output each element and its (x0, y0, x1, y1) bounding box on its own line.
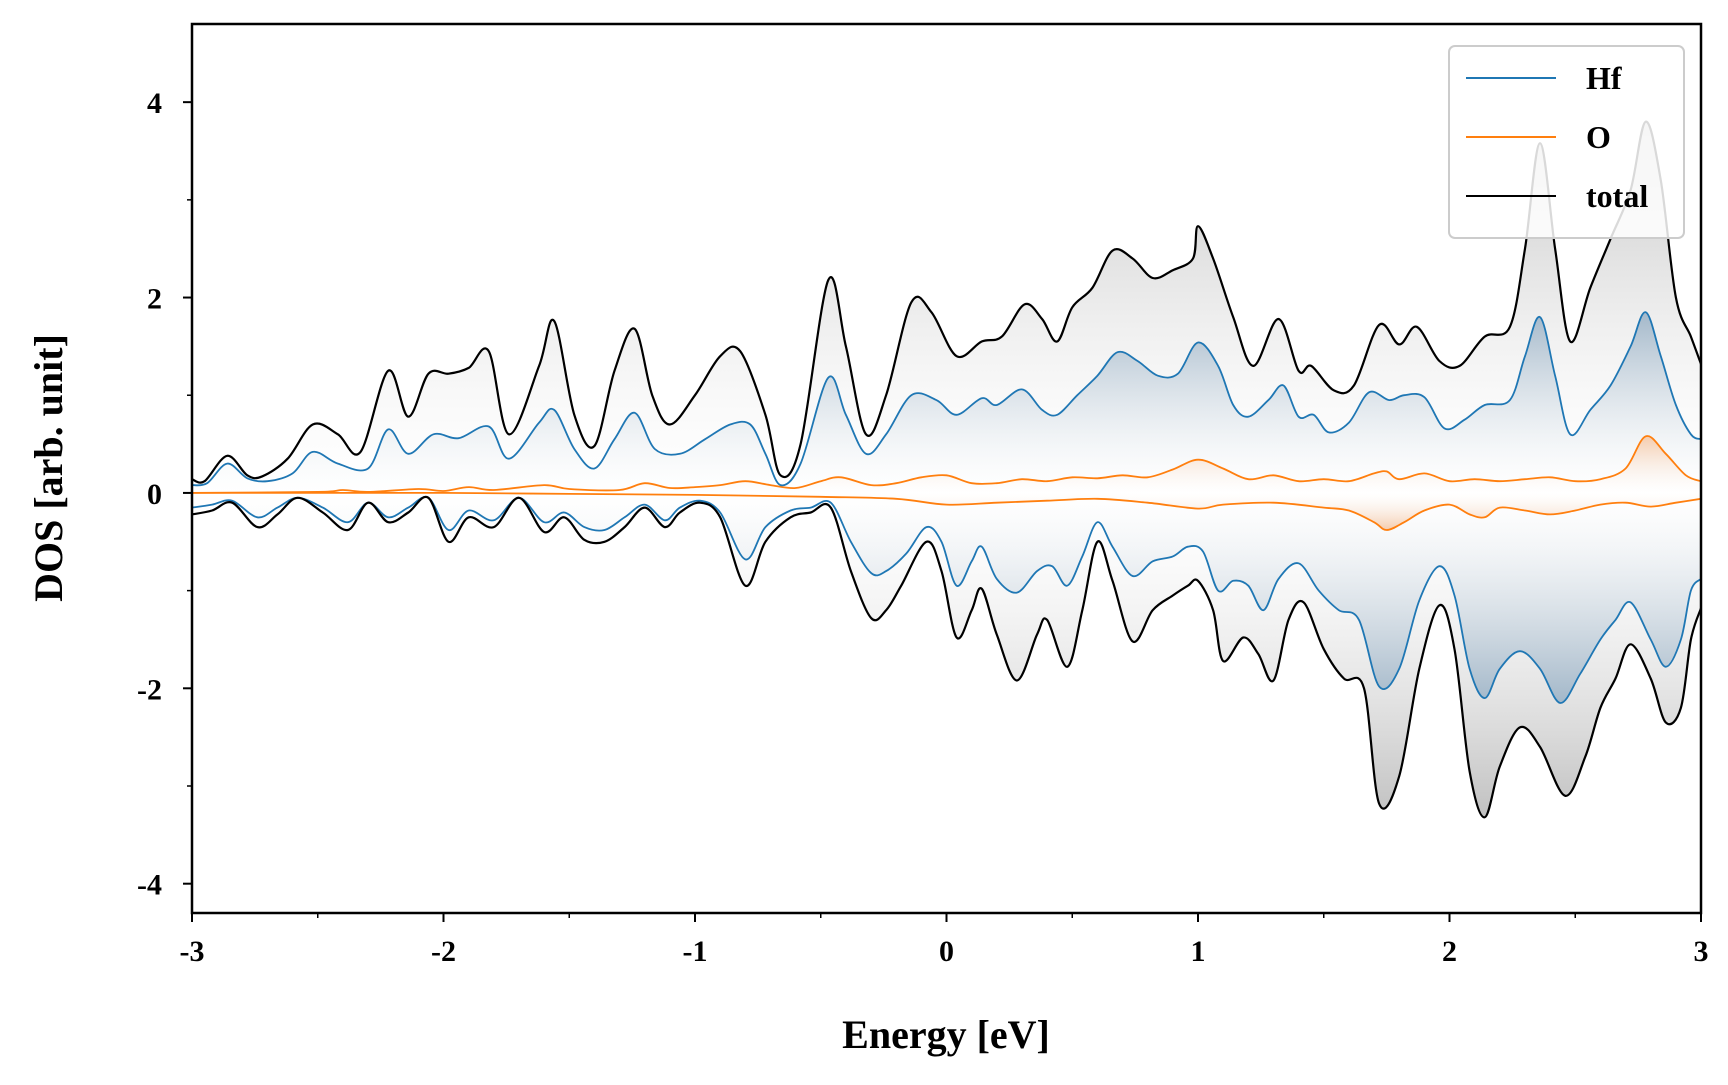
total-spin-up-fill (192, 121, 1701, 493)
legend-box (1448, 45, 1685, 239)
hf-spin-up-line (192, 311, 1701, 487)
x-tick-label: -3 (180, 935, 205, 968)
y-tick-label: -4 (137, 869, 162, 902)
x-tick-label: -1 (683, 935, 708, 968)
x-tick-label: 3 (1694, 935, 1709, 968)
x-tick-label: 2 (1442, 935, 1457, 968)
x-axis-title: Energy [eV] (842, 1012, 1050, 1057)
y-tick-label: -2 (137, 673, 162, 706)
legend-label-o: O (1586, 119, 1611, 155)
legend-label-hf: Hf (1586, 60, 1622, 96)
legend-label-total: total (1586, 178, 1648, 214)
legend: Hf O total (1448, 45, 1685, 239)
y-tick-label: 2 (147, 283, 162, 316)
y-tick-label: 4 (147, 87, 162, 120)
total-spin-up-line (192, 120, 1701, 484)
o-spin-up-fill (192, 435, 1701, 493)
hf-spin-down-line (192, 496, 1701, 704)
o-spin-down-fill (192, 492, 1701, 530)
total-spin-down-line (192, 495, 1701, 819)
o-spin-down-line (192, 491, 1701, 531)
y-tick-label: 0 (147, 478, 162, 511)
series-lines-group (192, 120, 1701, 819)
hf-spin-down-fill (192, 492, 1701, 704)
y-axis-title: DOS [arb. unit] (26, 334, 71, 602)
fill-area-group (192, 121, 1701, 818)
axis-ticks-group: -3 -2 -1 0 1 2 3 -4 -2 0 2 4 (137, 87, 1709, 968)
o-spin-up-line (192, 435, 1701, 494)
x-tick-label: 1 (1191, 935, 1206, 968)
hf-spin-up-fill (192, 312, 1701, 493)
x-tick-label: -2 (431, 935, 456, 968)
x-tick-label: 0 (939, 935, 954, 968)
